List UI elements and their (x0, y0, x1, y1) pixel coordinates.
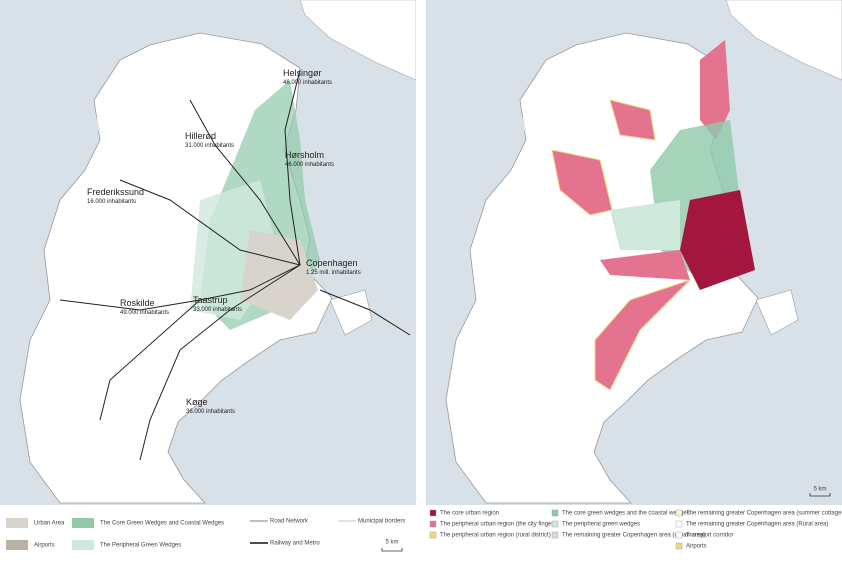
city-name: Hillerød (185, 131, 216, 141)
legend-label: The core green wedges and the coastal we… (562, 511, 690, 517)
legend-swatch (6, 540, 28, 550)
city-population: 49.000 inhabitants (120, 310, 169, 316)
legend-label: The peripheral urban region (the city fi… (440, 522, 558, 528)
legend-label: The Core Green Wedges and Coastal Wedges (100, 521, 224, 527)
legend-swatch (429, 520, 437, 528)
legend-swatch (551, 520, 559, 528)
city-name: Helsingør (283, 68, 322, 78)
city-population: 33.000 inhabitants (193, 307, 242, 313)
city-population: 46.000 inhabitants (283, 80, 332, 86)
legend-swatch (429, 509, 437, 517)
legend-label: The peripheral urban region (rural distr… (440, 533, 551, 539)
right-legend: The core urban region The peripheral urba… (429, 509, 842, 550)
city-population: 31.000 inhabitants (185, 143, 234, 149)
legend-label: The remaining greater Copenhagen area (s… (686, 511, 842, 517)
legend-swatch (72, 518, 94, 528)
scale-label: 5 km (813, 487, 826, 493)
city-name: Copenhagen (306, 258, 358, 268)
left-map: Helsingør 46.000 inhabitants Hillerød 31… (0, 0, 417, 559)
city-population: 1.25 mill. inhabitants (306, 270, 361, 276)
city-name: Roskilde (120, 298, 155, 308)
legend-swatch (551, 531, 559, 539)
scale-label: 5 km (385, 540, 398, 546)
legend-label: The remaining greater Copenhagen area (u… (562, 533, 705, 539)
city-population: 46.000 inhabitants (285, 162, 334, 168)
legend-label: The Peripheral Green Wedges (100, 543, 181, 549)
city-population: 36.000 inhabitants (186, 409, 235, 415)
city-name: Frederikssund (87, 187, 144, 197)
city-name: Taastrup (193, 295, 228, 305)
legend-label: Airports (34, 543, 55, 549)
legend-swatch (675, 509, 683, 517)
city-population: 16.000 inhabitants (87, 199, 136, 205)
city-name: Køge (186, 397, 208, 407)
legend-label: Municipal borders (358, 519, 405, 525)
legend-label: Road Network (270, 519, 309, 525)
legend-swatch (675, 542, 683, 550)
legend-label: Transport corridor (686, 533, 733, 539)
city-name: Hørsholm (285, 150, 324, 160)
legend-label: Railway and Metro (270, 541, 320, 547)
legend-label: The peripheral green wedges (562, 522, 640, 528)
legend-swatch (675, 520, 683, 528)
legend-label: The remaining greater Copenhagen area (R… (686, 522, 828, 528)
legend-swatch (429, 531, 437, 539)
legend-swatch (72, 540, 94, 550)
legend-swatch (551, 509, 559, 517)
legend-swatch (6, 518, 28, 528)
legend-label: The core urban region (440, 511, 499, 517)
legend-label: Urban Area (34, 521, 65, 527)
legend-label: Airports (686, 544, 707, 550)
right-map: 5 km (425, 0, 842, 559)
legend-swatch (675, 531, 683, 539)
